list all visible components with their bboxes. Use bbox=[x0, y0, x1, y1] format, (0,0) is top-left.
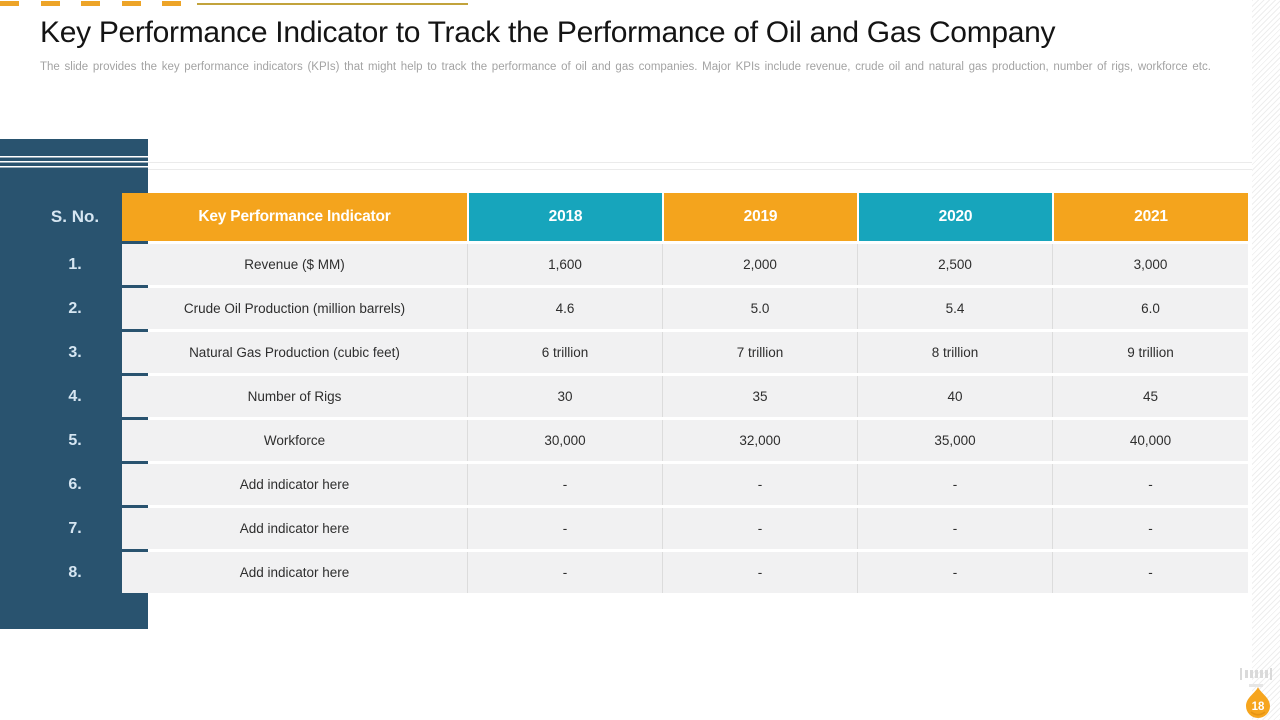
value-cell: 35,000 bbox=[857, 420, 1052, 461]
page-subtitle: The slide provides the key performance i… bbox=[40, 61, 1211, 73]
value-cell: 40 bbox=[857, 376, 1052, 417]
row-number: 4. bbox=[68, 387, 82, 405]
value-cell: - bbox=[857, 464, 1052, 505]
value-cell: 5.4 bbox=[857, 288, 1052, 329]
value-cell: 3,000 bbox=[1052, 244, 1248, 285]
page-number: 18 bbox=[1252, 701, 1265, 713]
oil-drop-icon: 18 bbox=[1243, 686, 1273, 719]
indicator-cell: Natural Gas Production (cubic feet) bbox=[122, 332, 467, 373]
value-cell: 1,600 bbox=[467, 244, 662, 285]
value-cell: 5.0 bbox=[662, 288, 857, 329]
indicator-placeholder-cell: Add indicator here bbox=[122, 552, 467, 593]
value-cell: 30,000 bbox=[467, 420, 662, 461]
value-cell: 32,000 bbox=[662, 420, 857, 461]
column-header-2021: 2021 bbox=[1052, 193, 1248, 241]
horizontal-rule bbox=[148, 169, 1252, 170]
page-title: Key Performance Indicator to Track the P… bbox=[40, 16, 1056, 49]
value-cell: 7 trillion bbox=[662, 332, 857, 373]
value-cell: - bbox=[857, 552, 1052, 593]
logo-placeholder-icon bbox=[1238, 666, 1274, 692]
value-cell: - bbox=[1052, 508, 1248, 549]
indicator-placeholder-cell: Add indicator here bbox=[122, 464, 467, 505]
value-cell: 30 bbox=[467, 376, 662, 417]
indicator-cell: Workforce bbox=[122, 420, 467, 461]
indicator-cell: Revenue ($ MM) bbox=[122, 244, 467, 285]
indicator-cell: Number of Rigs bbox=[122, 376, 467, 417]
value-cell: 6.0 bbox=[1052, 288, 1248, 329]
serial-number-header: S. No. bbox=[50, 207, 100, 226]
value-cell: 35 bbox=[662, 376, 857, 417]
row-number: 1. bbox=[68, 255, 82, 273]
column-header-2018: 2018 bbox=[467, 193, 662, 241]
row-number: 2. bbox=[68, 299, 82, 317]
top-dash-decoration bbox=[41, 1, 60, 6]
column-header-2019: 2019 bbox=[662, 193, 857, 241]
indicator-cell: Crude Oil Production (million barrels) bbox=[122, 288, 467, 329]
value-cell: - bbox=[467, 552, 662, 593]
top-dash-decoration bbox=[162, 1, 181, 6]
value-cell: - bbox=[662, 508, 857, 549]
row-number: 5. bbox=[68, 431, 82, 449]
value-cell: - bbox=[467, 464, 662, 505]
value-cell: - bbox=[662, 552, 857, 593]
sidebar-stripe-decoration bbox=[0, 156, 148, 170]
top-dash-decoration bbox=[0, 1, 19, 6]
value-cell: 4.6 bbox=[467, 288, 662, 329]
value-cell: 2,500 bbox=[857, 244, 1052, 285]
top-line-decoration bbox=[197, 3, 468, 5]
horizontal-rule bbox=[148, 162, 1252, 163]
serial-number-column: 1. 2. 3. 4. 5. 6. 7. 8. bbox=[0, 244, 150, 596]
row-number: 3. bbox=[68, 343, 82, 361]
value-cell: 6 trillion bbox=[467, 332, 662, 373]
kpi-table: Key Performance Indicator 2018 2019 2020… bbox=[122, 193, 1248, 593]
row-number: 8. bbox=[68, 563, 82, 581]
value-cell: 8 trillion bbox=[857, 332, 1052, 373]
top-dash-decoration bbox=[122, 1, 141, 6]
top-dash-decoration bbox=[81, 1, 100, 6]
column-header-2020: 2020 bbox=[857, 193, 1052, 241]
row-number: 7. bbox=[68, 519, 82, 537]
value-cell: 2,000 bbox=[662, 244, 857, 285]
value-cell: - bbox=[1052, 552, 1248, 593]
value-cell: - bbox=[1052, 464, 1248, 505]
row-number: 6. bbox=[68, 475, 82, 493]
value-cell: 40,000 bbox=[1052, 420, 1248, 461]
column-header-indicator: Key Performance Indicator bbox=[122, 193, 467, 241]
indicator-placeholder-cell: Add indicator here bbox=[122, 508, 467, 549]
hatch-pattern-strip bbox=[1252, 0, 1280, 720]
value-cell: 45 bbox=[1052, 376, 1248, 417]
value-cell: - bbox=[467, 508, 662, 549]
value-cell: - bbox=[662, 464, 857, 505]
value-cell: 9 trillion bbox=[1052, 332, 1248, 373]
value-cell: - bbox=[857, 508, 1052, 549]
